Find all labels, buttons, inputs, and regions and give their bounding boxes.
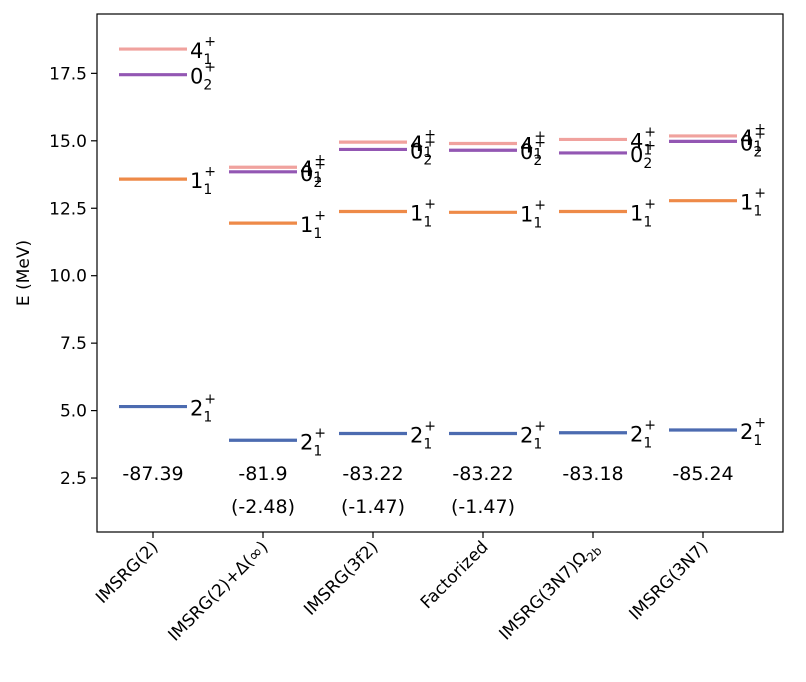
ground-energy-label: -85.24 <box>672 463 733 485</box>
y-axis-title: E (MeV) <box>14 240 34 306</box>
y-tick-label: 15.0 <box>49 132 87 152</box>
x-tick-label: Factorized <box>417 537 493 613</box>
level-label-0-2: 02+ <box>630 138 656 172</box>
energy-correction-label: (-1.47) <box>341 496 405 518</box>
y-tick-label: 2.5 <box>60 469 87 489</box>
x-tick-label: IMSRG(3N7) <box>626 537 713 624</box>
energy-correction-label: (-1.47) <box>451 496 515 518</box>
level-label-2-1: 21+ <box>740 415 766 449</box>
y-tick-label: 10.0 <box>49 267 87 287</box>
ground-energy-label: -81.9 <box>238 463 287 485</box>
ground-energy-label: -87.39 <box>122 463 183 485</box>
level-label-2-1: 21+ <box>190 392 216 426</box>
x-axis: IMSRG(2) IMSRG(2)+Δ(∞) IMSRG(3f2) Factorize… <box>92 532 713 646</box>
energy-levels: 21+ 21+ 21+ 21+ 21+ 21+ 11+ 11+ 11+ 11+ 11+ 11+ 02+ 0… <box>119 34 766 459</box>
level-label-2-1: 21+ <box>630 418 656 452</box>
level-label-4-1: 41+ <box>300 152 326 186</box>
level-label-1-1: 11+ <box>630 196 656 230</box>
x-tick-label: IMSRG(3f2) <box>300 537 382 619</box>
level-label-4-1: 41+ <box>630 124 656 158</box>
level-label-0-2: 02+ <box>300 157 326 191</box>
level-label-2-1: 21+ <box>520 419 546 453</box>
x-tick-label: IMSRG(2)+Δ(∞) <box>164 537 272 645</box>
level-label-2-1: 21+ <box>410 419 436 453</box>
level-label-0-2: 02+ <box>190 60 216 94</box>
energy-correction-label: (-2.48) <box>231 496 295 518</box>
level-label-4-1: 41+ <box>740 121 766 155</box>
ground-energy-label: -83.22 <box>452 463 513 485</box>
y-tick-label: 12.5 <box>49 199 87 219</box>
level-label-1-1: 11+ <box>410 196 436 230</box>
level-label-4-1: 41+ <box>410 127 436 161</box>
level-label-4-1: 41+ <box>190 34 216 68</box>
level-label-1-1: 11+ <box>740 186 766 220</box>
ground-energy-label: -83.22 <box>342 463 403 485</box>
level-label-1-1: 11+ <box>300 208 326 242</box>
y-axis: 2.5 5.0 7.5 10.0 12.5 15.0 17.5 <box>49 64 97 489</box>
x-tick-label: IMSRG(3N7)Ω2b <box>496 537 605 646</box>
y-tick-label: 17.5 <box>49 64 87 84</box>
y-tick-label: 7.5 <box>60 334 87 354</box>
level-label-0-2: 02+ <box>520 135 546 169</box>
level-label-4-1: 41+ <box>520 129 546 163</box>
level-label-0-2: 02+ <box>410 134 436 168</box>
energy-annotations: -87.39 -81.9 (-2.48) -83.22 (-1.47) -83.22 (-1… <box>122 463 733 518</box>
plot-frame <box>96 13 784 533</box>
level-label-0-2: 02+ <box>740 126 766 160</box>
level-label-1-1: 11+ <box>520 197 546 231</box>
ground-energy-label: -83.18 <box>562 463 623 485</box>
x-tick-label: IMSRG(2) <box>92 537 162 607</box>
y-tick-label: 5.0 <box>60 402 87 422</box>
level-label-2-1: 21+ <box>300 425 326 459</box>
level-label-1-1: 11+ <box>190 164 216 198</box>
